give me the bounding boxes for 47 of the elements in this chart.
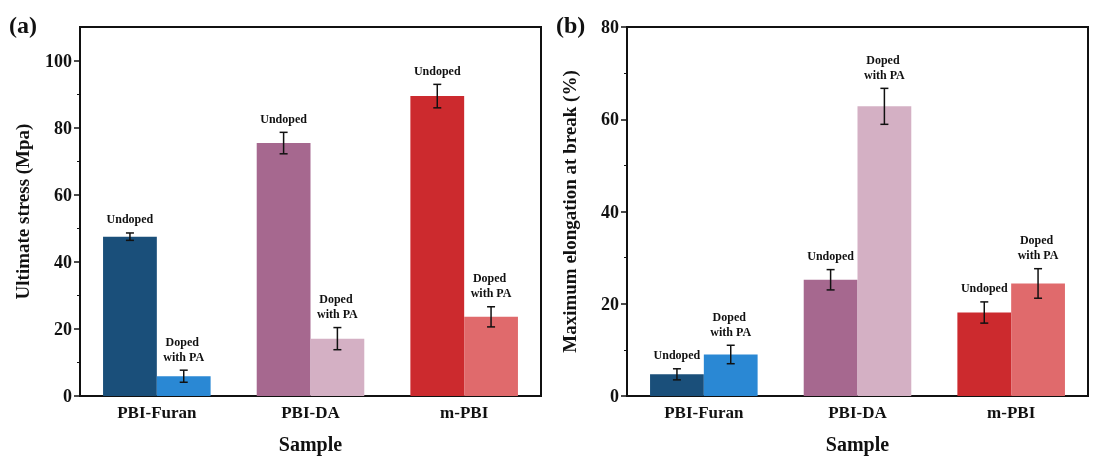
y-tick-label: 0 (63, 386, 72, 406)
text: Doped with PA (864, 52, 905, 82)
series-label: Doped with PA (163, 334, 205, 364)
y-tick-label: 20 (54, 318, 72, 339)
y-tick-label: 100 (45, 50, 72, 71)
y-tick-label: 40 (54, 251, 72, 272)
x-tick-label: PBI-Furan (664, 403, 745, 422)
y-tick-label: 60 (54, 184, 72, 205)
x-axis-title: Sample (825, 433, 890, 456)
text: Doped with PA (1017, 233, 1059, 263)
x-axis-title: Sample (278, 433, 343, 456)
bar (957, 312, 1012, 396)
bar (1011, 283, 1065, 396)
series-label: Doped with PA (710, 309, 752, 339)
x-tick-label: m-PBI (440, 403, 489, 422)
bar (703, 354, 758, 396)
y-tick-label: 20 (601, 293, 619, 314)
x-tick-label: PBI-Furan (117, 403, 198, 422)
series-label: Undoped (106, 212, 154, 227)
bar (103, 236, 157, 396)
chart-title: (a) (9, 12, 37, 38)
bar (803, 279, 858, 396)
y-tick-label: 0 (610, 386, 619, 406)
chart-title: (b) (556, 12, 586, 38)
y-tick-label: 40 (601, 201, 619, 222)
text: Undoped (260, 111, 307, 126)
series-label: Undoped (653, 348, 701, 363)
x-tick-label: PBI-DA (281, 403, 341, 422)
bar (256, 143, 311, 396)
bar (410, 96, 465, 396)
bar (857, 106, 912, 396)
text: Undoped (960, 281, 1008, 296)
text: Doped with PA (317, 292, 358, 322)
text: Doped with PA (470, 271, 512, 301)
x-tick-label: m-PBI (987, 403, 1036, 422)
y-axis-title: Ultimate stress (Mpa) (12, 123, 34, 300)
text: Undoped (413, 63, 461, 78)
bar (464, 316, 518, 396)
y-tick-label: 60 (601, 109, 619, 130)
bar (156, 376, 211, 396)
y-tick-label: 80 (54, 117, 72, 138)
y-tick-label: 80 (601, 17, 619, 37)
text: Undoped (807, 249, 854, 264)
y-axis-title: Maximum elongation at break (%) (559, 70, 581, 353)
bar (650, 374, 704, 396)
bar (310, 338, 365, 396)
x-tick-label: PBI-DA (828, 403, 888, 422)
